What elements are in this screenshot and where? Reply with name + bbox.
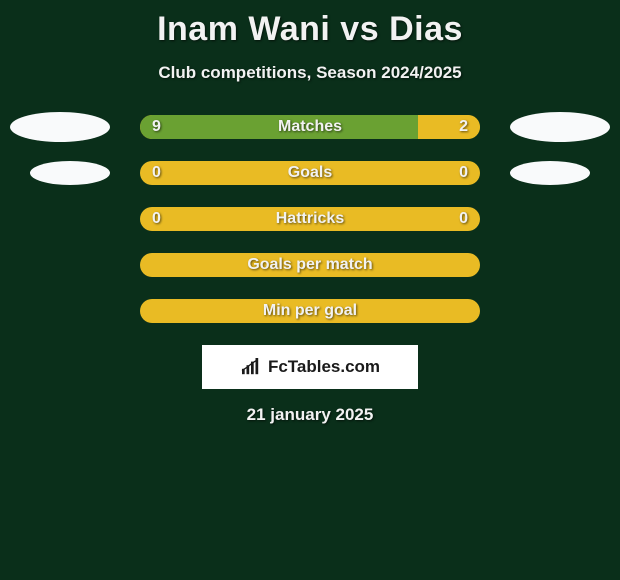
comparison-infographic: Inam Wani vs Dias Club competitions, Sea… xyxy=(0,0,620,580)
stat-label: Matches xyxy=(278,118,342,136)
bar-fill-right xyxy=(418,115,480,139)
player2-name: Dias xyxy=(389,10,463,48)
stat-label: Hattricks xyxy=(276,210,344,228)
stat-label: Goals xyxy=(288,164,332,182)
stat-bar: 9 2 Matches xyxy=(140,115,480,139)
stat-value-left: 0 xyxy=(152,164,161,182)
stat-row: 9 2 Matches xyxy=(0,115,620,139)
player1-avatar xyxy=(10,112,110,142)
stat-bar: Goals per match xyxy=(140,253,480,277)
player1-name: Inam Wani xyxy=(157,10,330,48)
stat-label: Min per goal xyxy=(263,302,357,320)
player1-avatar xyxy=(30,161,110,185)
stats-rows: 9 2 Matches 0 0 Goals 0 0 Hattricks Goals per mat… xyxy=(0,115,620,323)
date-label: 21 january 2025 xyxy=(0,405,620,425)
stat-row: 0 0 Goals xyxy=(0,161,620,185)
stat-value-left: 0 xyxy=(152,210,161,228)
stat-value-right: 0 xyxy=(459,164,468,182)
player2-avatar xyxy=(510,161,590,185)
vs-separator: vs xyxy=(340,10,379,48)
stat-value-right: 0 xyxy=(459,210,468,228)
stat-bar: 0 0 Hattricks xyxy=(140,207,480,231)
stat-row: 0 0 Hattricks xyxy=(0,207,620,231)
stat-bar: Min per goal xyxy=(140,299,480,323)
page-title: Inam Wani vs Dias xyxy=(0,0,620,49)
stat-row: Goals per match xyxy=(0,253,620,277)
stat-label: Goals per match xyxy=(247,256,372,274)
player2-avatar xyxy=(510,112,610,142)
stat-row: Min per goal xyxy=(0,299,620,323)
chart-icon xyxy=(240,358,262,376)
subtitle: Club competitions, Season 2024/2025 xyxy=(0,63,620,83)
stat-value-right: 2 xyxy=(459,118,468,136)
branding-badge: FcTables.com xyxy=(202,345,418,389)
stat-bar: 0 0 Goals xyxy=(140,161,480,185)
stat-value-left: 9 xyxy=(152,118,161,136)
branding-text: FcTables.com xyxy=(268,357,380,377)
